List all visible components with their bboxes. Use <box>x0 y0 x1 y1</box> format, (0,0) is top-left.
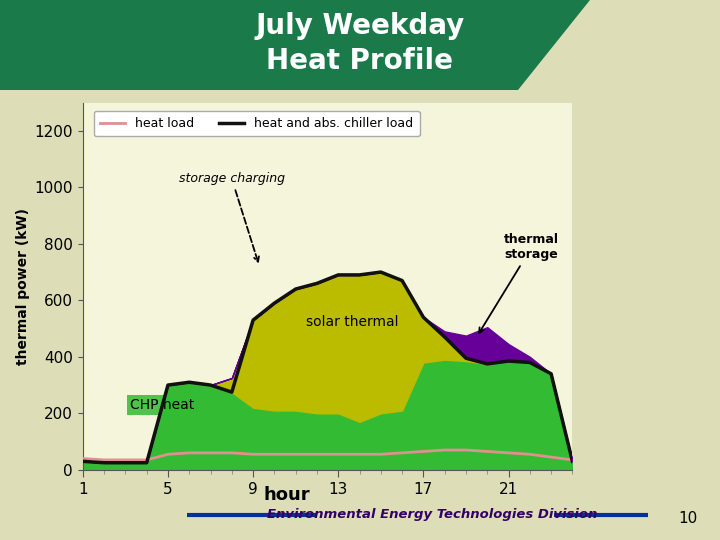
Text: 10: 10 <box>678 511 697 525</box>
Text: solar thermal: solar thermal <box>306 315 399 329</box>
Text: Environmental Energy Technologies Division: Environmental Energy Technologies Divisi… <box>267 508 597 521</box>
Text: July Weekday
Heat Profile: July Weekday Heat Profile <box>256 12 464 75</box>
Text: storage charging: storage charging <box>179 172 284 262</box>
Text: hour: hour <box>264 486 310 504</box>
Text: thermal
storage: thermal storage <box>479 233 559 333</box>
Text: CHP heat: CHP heat <box>130 398 194 412</box>
Y-axis label: thermal power (kW): thermal power (kW) <box>17 208 30 364</box>
Legend: heat load, heat and abs. chiller load: heat load, heat and abs. chiller load <box>94 111 420 136</box>
Polygon shape <box>518 0 720 90</box>
